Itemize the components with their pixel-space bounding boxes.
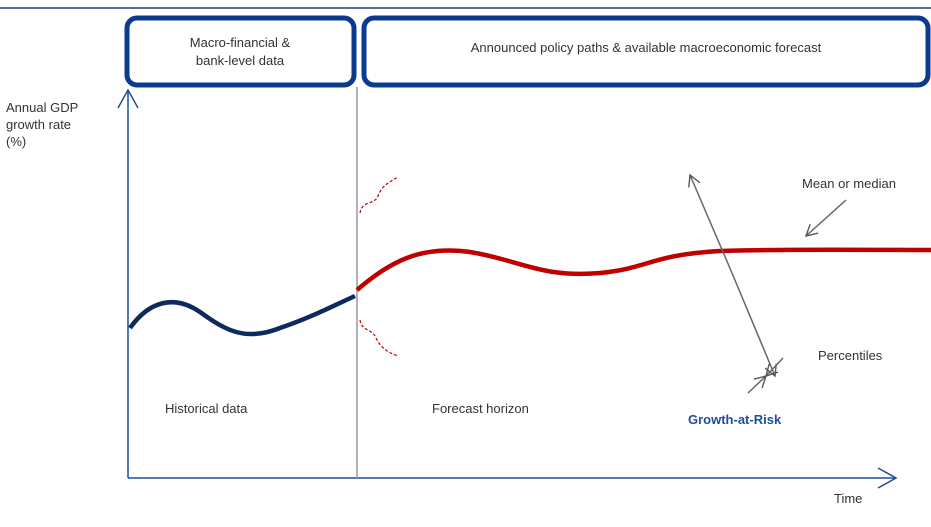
upper-band [359, 176, 399, 214]
percentile-arrow-down [764, 357, 784, 378]
forecast-box-label: Announced policy paths & available macro… [471, 40, 822, 55]
x-axis-label: Time [834, 491, 862, 506]
upper-spread-arrow [688, 173, 733, 274]
growth-at-risk-label: Growth-at-Risk [688, 412, 782, 427]
lower-band [359, 319, 399, 357]
data-box-label: Macro-financial & bank-level data [190, 35, 291, 68]
mean-arrow [804, 199, 847, 237]
historical-line [128, 293, 356, 337]
mean-label: Mean or median [802, 176, 896, 191]
y-axis-label: Annual GDP growth rate (%) [6, 100, 78, 149]
lower-spread-arrow [731, 272, 777, 378]
data-box [124, 15, 357, 88]
forecast-line [355, 247, 931, 292]
percentiles-label: Percentiles [818, 348, 883, 363]
historical-label: Historical data [165, 401, 248, 416]
forecast-label: Forecast horizon [432, 401, 529, 416]
percentile-arrow-up [747, 374, 768, 394]
forecast-box [361, 15, 931, 88]
